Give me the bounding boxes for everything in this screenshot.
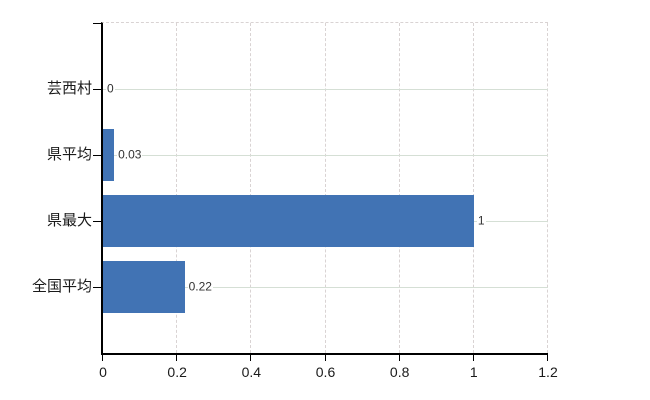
- x-axis-tick: [324, 353, 326, 361]
- x-axis-tick: [472, 353, 474, 361]
- y-axis-tick: [93, 155, 101, 156]
- gridline-vertical: [324, 23, 326, 353]
- bar: [103, 261, 185, 313]
- gridline-vertical: [472, 23, 474, 353]
- y-axis-tick: [93, 89, 101, 90]
- x-tick-label: 0.2: [167, 364, 187, 380]
- category-label: 県平均: [46, 145, 92, 163]
- x-axis-tick: [547, 353, 548, 361]
- x-tick-label: 1.2: [538, 364, 558, 380]
- y-axis-tick: [93, 221, 101, 222]
- x-tick-label: 1: [469, 364, 478, 380]
- category-label: 芸西村: [46, 79, 92, 97]
- x-tick-label: 0.6: [315, 364, 336, 380]
- x-tick-label: 0.4: [241, 364, 262, 380]
- y-axis-tick: [93, 23, 101, 24]
- value-label: 0.03: [117, 147, 143, 162]
- category-label: 全国平均: [31, 277, 92, 295]
- gridline-horizontal: [103, 89, 548, 90]
- gridline-horizontal: [103, 287, 548, 288]
- bar: [103, 195, 474, 247]
- x-axis-tick: [250, 353, 252, 361]
- gridline-horizontal: [103, 155, 548, 156]
- gridline-vertical: [176, 23, 178, 353]
- value-label: 1: [476, 213, 486, 228]
- bar: [103, 129, 115, 181]
- x-tick-label: 0.8: [389, 364, 410, 380]
- gridline-vertical: [398, 23, 400, 353]
- y-axis-tick: [93, 287, 101, 288]
- gridline-vertical: [547, 23, 548, 353]
- x-axis-tick: [176, 353, 178, 361]
- value-label: 0.22: [187, 279, 213, 294]
- gridline-vertical: [250, 23, 252, 353]
- plot-area: 0 芸西村 0.03 県平均 1 県最大 0.22 全国平均 0 0.2 0.4 0.6 0.8 1 1.2: [32, 22, 558, 380]
- x-axis-tick: [398, 353, 400, 361]
- x-tick-label: 0: [99, 364, 107, 380]
- category-label: 県最大: [46, 211, 92, 229]
- x-axis-tick: [102, 353, 103, 361]
- value-label: 0: [106, 81, 115, 96]
